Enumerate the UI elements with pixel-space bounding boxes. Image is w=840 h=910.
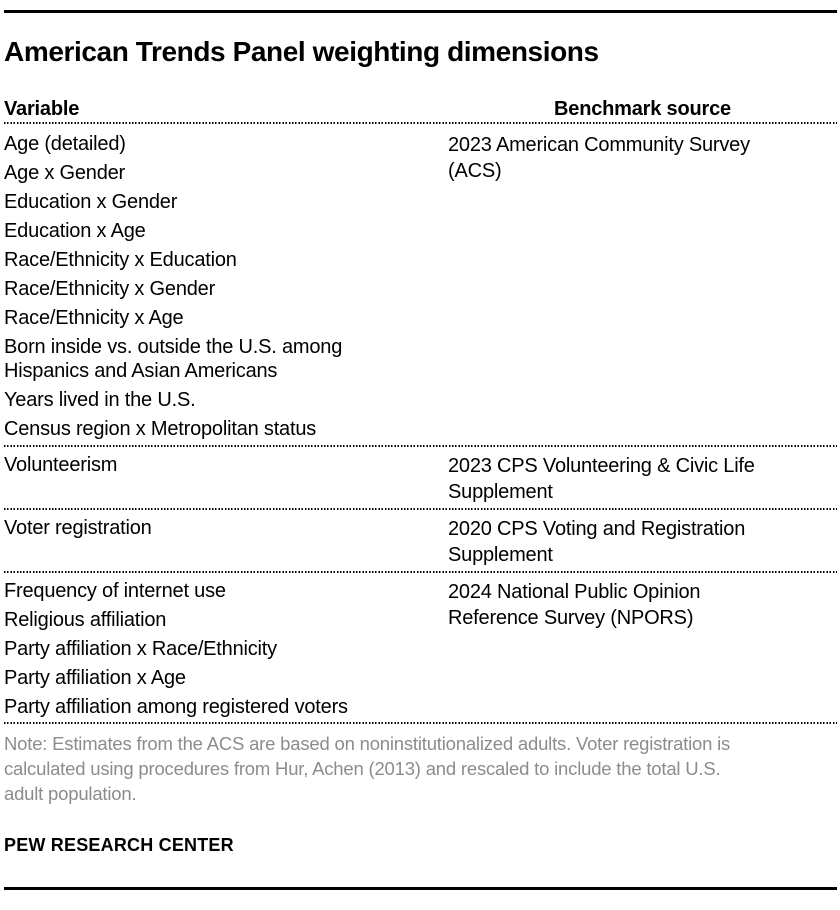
- table-section-voting: Voter registration 2020 CPS Voting and R…: [4, 510, 837, 571]
- benchmark-source-cell: 2023 American Community Survey (ACS): [448, 134, 750, 182]
- benchmark-source-cell: 2020 CPS Voting and Registration Supplem…: [448, 518, 746, 566]
- weighting-table: Variable Benchmark source Age (detailed)…: [4, 98, 837, 724]
- variable-cell: Race/Ethnicity x Education: [4, 249, 237, 271]
- table-section-volunteering: Volunteerism 2023 CPS Volunteering & Civ…: [4, 447, 837, 508]
- note-text: Note: Estimates from the ACS are based o…: [4, 733, 731, 804]
- variable-cell: Party affiliation x Race/Ethnicity: [4, 638, 277, 660]
- variable-cell: Born inside vs. outside the U.S. among H…: [4, 336, 343, 382]
- benchmark-source-column: 2024 National Public Opinion Reference S…: [448, 579, 837, 719]
- benchmark-source-cell: 2024 National Public Opinion Reference S…: [448, 581, 701, 629]
- variable-cell: Volunteerism: [4, 454, 118, 476]
- page: American Trends Panel weighting dimensio…: [0, 10, 840, 910]
- variable-cell: Voter registration: [4, 517, 152, 539]
- variable-list: Age (detailed) Age x Gender Education x …: [4, 132, 448, 441]
- benchmark-source-column: 2020 CPS Voting and Registration Supplem…: [448, 516, 837, 568]
- benchmark-source-column: 2023 CPS Volunteering & Civic Life Suppl…: [448, 453, 837, 505]
- benchmark-source-column: 2023 American Community Survey (ACS): [448, 132, 837, 441]
- variable-cell: Education x Age: [4, 220, 146, 242]
- benchmark-source-cell: 2023 CPS Volunteering & Civic Life Suppl…: [448, 455, 755, 503]
- table-section-npors: Frequency of internet use Religious affi…: [4, 573, 837, 722]
- variable-cell: Party affiliation x Age: [4, 667, 186, 689]
- variable-cell: Education x Gender: [4, 191, 178, 213]
- table-section-acs: Age (detailed) Age x Gender Education x …: [4, 124, 837, 445]
- section-divider: [4, 508, 837, 510]
- header-divider: [4, 122, 837, 124]
- pew-research-center-wordmark: PEW RESEARCH CENTER: [4, 835, 234, 855]
- bottom-rule: [4, 887, 837, 890]
- variable-cell: Years lived in the U.S.: [4, 389, 196, 411]
- variable-list: Frequency of internet use Religious affi…: [4, 579, 448, 719]
- variable-cell: Party affiliation among registered voter…: [4, 696, 348, 718]
- variable-cell: Race/Ethnicity x Age: [4, 307, 184, 329]
- column-header-benchmark-source: Benchmark source: [554, 98, 731, 120]
- variable-cell: Frequency of internet use: [4, 580, 226, 602]
- variable-cell: Age (detailed): [4, 133, 126, 155]
- section-divider: [4, 445, 837, 447]
- variable-cell: Census region x Metropolitan status: [4, 418, 317, 440]
- column-header-variable: Variable: [4, 98, 80, 120]
- table-header-row: Variable Benchmark source: [4, 98, 837, 122]
- table-bottom-divider: [4, 722, 837, 724]
- variable-cell: Religious affiliation: [4, 609, 167, 631]
- page-title: American Trends Panel weighting dimensio…: [4, 36, 599, 67]
- variable-list: Voter registration: [4, 516, 448, 568]
- section-divider: [4, 571, 837, 573]
- variable-cell: Age x Gender: [4, 162, 126, 184]
- variable-list: Volunteerism: [4, 453, 448, 505]
- variable-cell: Race/Ethnicity x Gender: [4, 278, 216, 300]
- top-rule: [4, 10, 837, 13]
